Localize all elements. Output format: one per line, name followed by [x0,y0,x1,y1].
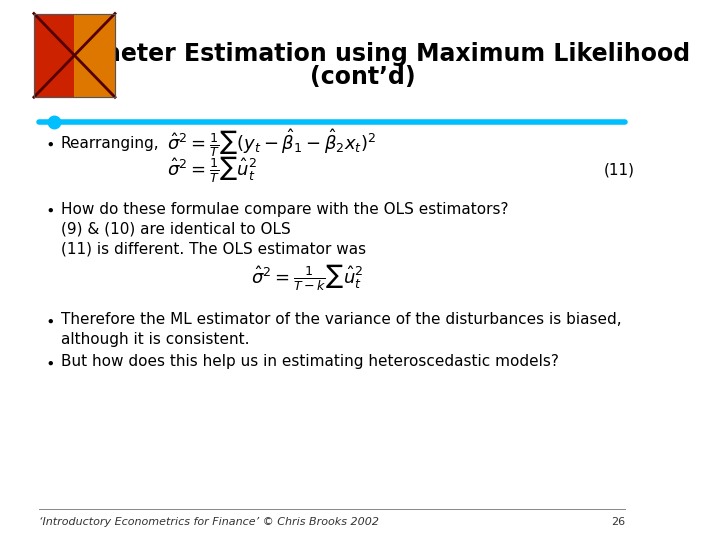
Text: (9) & (10) are identical to OLS: (9) & (10) are identical to OLS [60,222,290,237]
FancyBboxPatch shape [74,14,115,97]
Text: Rearranging,: Rearranging, [60,136,159,151]
Text: Parameter Estimation using Maximum Likelihood: Parameter Estimation using Maximum Likel… [36,42,690,66]
FancyBboxPatch shape [34,14,74,97]
Text: (11): (11) [603,163,634,178]
Text: although it is consistent.: although it is consistent. [60,332,249,347]
Text: $\hat{\sigma}^2 = \frac{1}{T}\sum(y_t - \hat{\beta}_1 - \hat{\beta}_2 x_t)^2$: $\hat{\sigma}^2 = \frac{1}{T}\sum(y_t - … [167,127,376,159]
Text: (cont’d): (cont’d) [310,65,416,89]
Text: $\bullet$: $\bullet$ [45,136,54,151]
FancyBboxPatch shape [34,14,115,97]
Text: $\hat{\sigma}^2 = \frac{1}{T-k}\sum \hat{u}_t^2$: $\hat{\sigma}^2 = \frac{1}{T-k}\sum \hat… [251,263,364,293]
Text: $\hat{\sigma}^2 = \frac{1}{T}\sum \hat{u}_t^2$: $\hat{\sigma}^2 = \frac{1}{T}\sum \hat{u… [167,155,257,185]
Text: Therefore the ML estimator of the variance of the disturbances is biased,: Therefore the ML estimator of the varian… [60,312,621,327]
Text: $\bullet$: $\bullet$ [45,202,54,217]
Text: How do these formulae compare with the OLS estimators?: How do these formulae compare with the O… [60,202,508,217]
Text: ‘Introductory Econometrics for Finance’ © Chris Brooks 2002: ‘Introductory Econometrics for Finance’ … [39,517,379,527]
Text: $\bullet$: $\bullet$ [45,312,54,327]
Text: But how does this help us in estimating heteroscedastic models?: But how does this help us in estimating … [60,354,559,369]
Text: 26: 26 [611,517,626,527]
Text: $\bullet$: $\bullet$ [45,354,54,369]
Text: (11) is different. The OLS estimator was: (11) is different. The OLS estimator was [60,242,366,257]
